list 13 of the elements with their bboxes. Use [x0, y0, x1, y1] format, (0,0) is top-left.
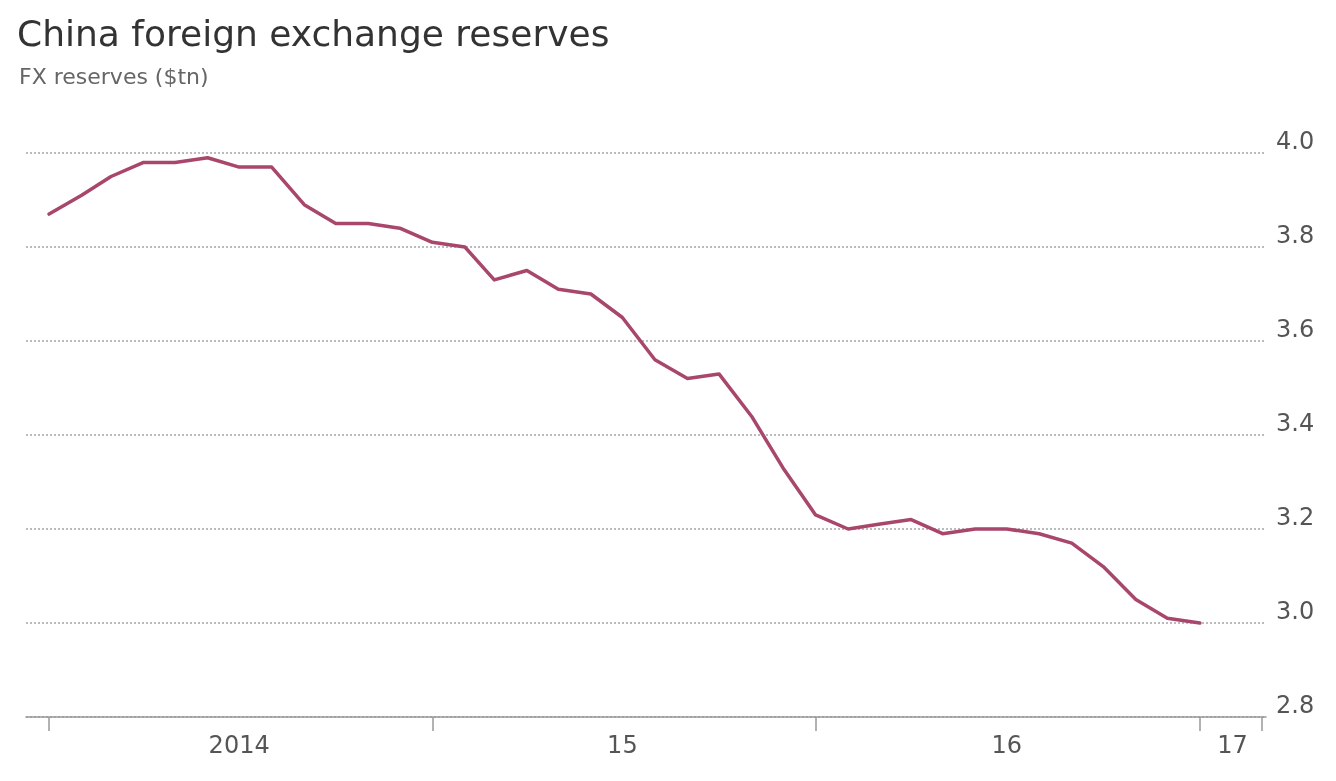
y-tick-label: 3.0: [1276, 597, 1315, 625]
x-tick-label: 2014: [208, 731, 270, 759]
chart-title: China foreign exchange reserves: [17, 12, 610, 54]
y-tick-label: 3.8: [1276, 221, 1315, 249]
y-tick-label: 4.0: [1276, 127, 1315, 155]
x-tick-label: 16: [991, 731, 1022, 759]
y-tick-label: 2.8: [1276, 691, 1315, 719]
x-tick-label: 15: [607, 731, 638, 759]
y-tick-label: 3.6: [1276, 315, 1315, 343]
x-tick-label: 17: [1217, 731, 1248, 759]
y-tick-label: 3.2: [1276, 503, 1315, 531]
y-tick-label: 3.4: [1276, 409, 1315, 437]
chart-subtitle: FX reserves ($tn): [19, 63, 209, 89]
